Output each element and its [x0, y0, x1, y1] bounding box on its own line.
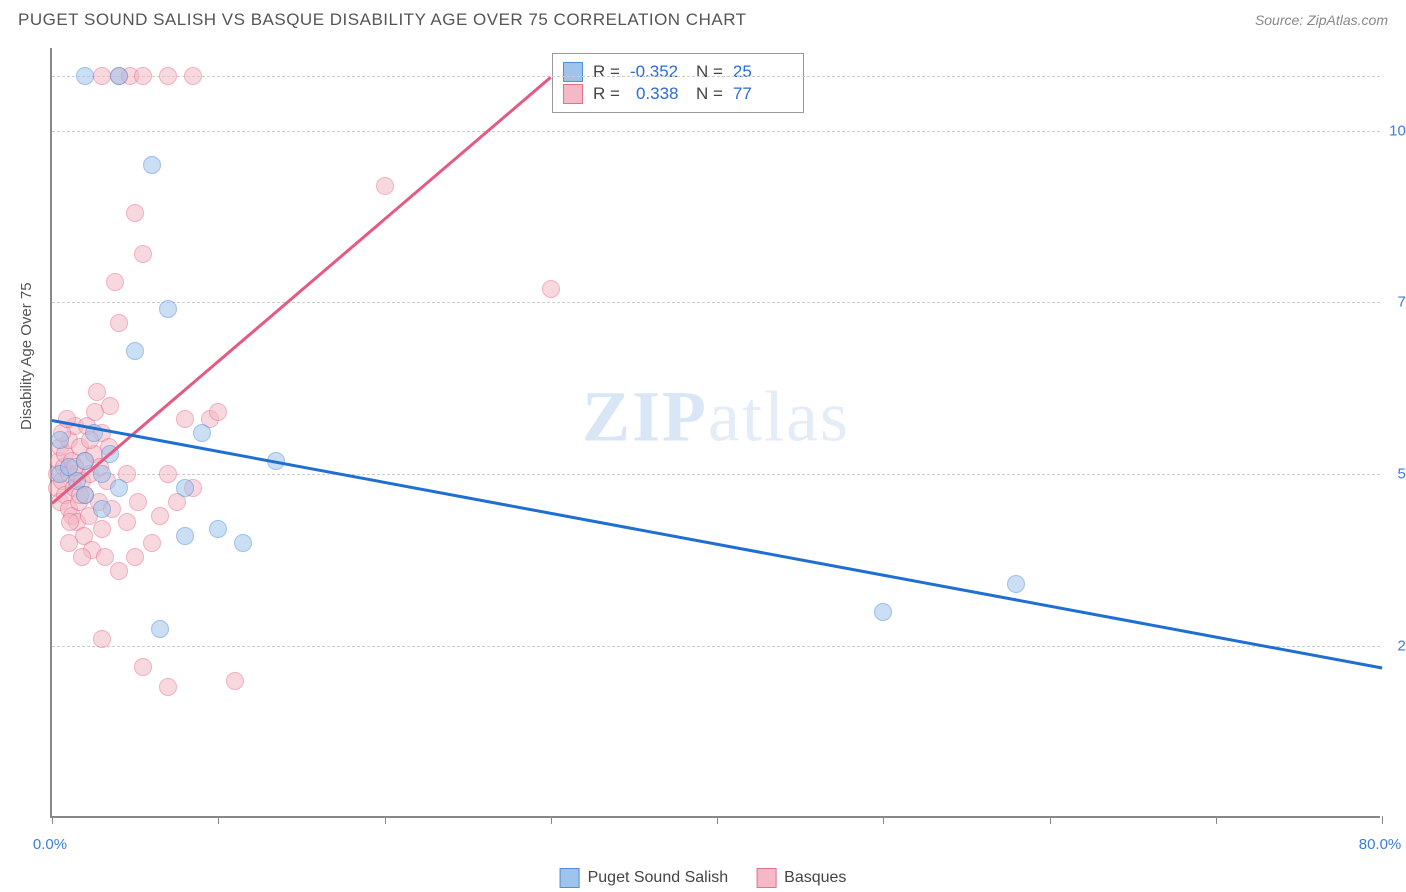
- data-point-salish: [93, 500, 111, 518]
- data-point-basques: [93, 520, 111, 538]
- y-tick-label: 75.0%: [1385, 294, 1406, 311]
- data-point-basques: [126, 204, 144, 222]
- r-label: R =: [593, 84, 620, 104]
- watermark-atlas: atlas: [708, 376, 850, 456]
- swatch-salish: [560, 868, 580, 888]
- n-label: N =: [696, 84, 723, 104]
- x-tick: [883, 816, 884, 824]
- x-tick-label: 80.0%: [1359, 836, 1402, 853]
- y-axis-label: Disability Age Over 75: [18, 282, 35, 430]
- swatch-salish: [563, 62, 583, 82]
- data-point-basques: [93, 67, 111, 85]
- x-tick: [52, 816, 53, 824]
- data-point-salish: [151, 620, 169, 638]
- data-point-basques: [110, 314, 128, 332]
- salish-n-value: 25: [733, 62, 789, 82]
- data-point-basques: [159, 67, 177, 85]
- data-point-basques: [118, 513, 136, 531]
- legend-label-salish: Puget Sound Salish: [588, 869, 729, 887]
- data-point-basques: [151, 507, 169, 525]
- data-point-salish: [193, 424, 211, 442]
- data-point-basques: [542, 280, 560, 298]
- gridline-h: [52, 646, 1380, 647]
- data-point-basques: [184, 67, 202, 85]
- x-tick: [551, 816, 552, 824]
- correlation-stats-box: R = -0.352 N = 25 R = 0.338 N = 77: [552, 53, 804, 113]
- data-point-salish: [110, 479, 128, 497]
- data-point-salish: [234, 534, 252, 552]
- chart-title: PUGET SOUND SALISH VS BASQUE DISABILITY …: [18, 10, 747, 30]
- data-point-basques: [106, 273, 124, 291]
- data-point-salish: [126, 342, 144, 360]
- data-point-basques: [88, 383, 106, 401]
- data-point-salish: [76, 486, 94, 504]
- data-point-salish: [1007, 575, 1025, 593]
- data-point-basques: [209, 403, 227, 421]
- y-tick-label: 100.0%: [1385, 122, 1406, 139]
- gridline-h: [52, 76, 1380, 77]
- y-tick-label: 25.0%: [1385, 638, 1406, 655]
- data-point-basques: [73, 548, 91, 566]
- bottom-legend: Puget Sound Salish Basques: [560, 868, 847, 888]
- x-tick-label: 0.0%: [33, 836, 67, 853]
- plot-area: ZIPatlas R = -0.352 N = 25 R = 0.338 N =…: [50, 48, 1380, 818]
- data-point-salish: [51, 431, 69, 449]
- trend-line-basques: [51, 76, 552, 505]
- x-tick: [1382, 816, 1383, 824]
- data-point-basques: [110, 562, 128, 580]
- n-label: N =: [696, 62, 723, 82]
- data-point-basques: [134, 245, 152, 263]
- data-point-basques: [129, 493, 147, 511]
- r-label: R =: [593, 62, 620, 82]
- gridline-h: [52, 474, 1380, 475]
- data-point-basques: [126, 548, 144, 566]
- x-tick: [1050, 816, 1051, 824]
- data-point-basques: [134, 67, 152, 85]
- basques-n-value: 77: [733, 84, 789, 104]
- legend-item-salish: Puget Sound Salish: [560, 868, 729, 888]
- stats-row-salish: R = -0.352 N = 25: [563, 62, 789, 82]
- data-point-basques: [176, 410, 194, 428]
- data-point-salish: [110, 67, 128, 85]
- data-point-salish: [874, 603, 892, 621]
- data-point-basques: [226, 672, 244, 690]
- data-point-basques: [101, 397, 119, 415]
- swatch-basques: [563, 84, 583, 104]
- legend-item-basques: Basques: [756, 868, 846, 888]
- basques-r-value: 0.338: [630, 84, 686, 104]
- data-point-basques: [134, 658, 152, 676]
- x-tick: [1216, 816, 1217, 824]
- gridline-h: [52, 302, 1380, 303]
- x-tick: [385, 816, 386, 824]
- legend-label-basques: Basques: [784, 869, 846, 887]
- data-point-basques: [61, 513, 79, 531]
- data-point-basques: [376, 177, 394, 195]
- data-point-basques: [143, 534, 161, 552]
- data-point-basques: [159, 678, 177, 696]
- gridline-h: [52, 131, 1380, 132]
- swatch-basques: [756, 868, 776, 888]
- salish-r-value: -0.352: [630, 62, 686, 82]
- data-point-basques: [93, 630, 111, 648]
- watermark: ZIPatlas: [582, 375, 850, 458]
- data-point-salish: [76, 67, 94, 85]
- x-tick: [218, 816, 219, 824]
- data-point-salish: [209, 520, 227, 538]
- data-point-salish: [176, 527, 194, 545]
- y-tick-label: 50.0%: [1385, 466, 1406, 483]
- x-tick: [717, 816, 718, 824]
- data-point-salish: [176, 479, 194, 497]
- watermark-zip: ZIP: [582, 376, 708, 456]
- stats-row-basques: R = 0.338 N = 77: [563, 84, 789, 104]
- data-point-salish: [159, 300, 177, 318]
- data-point-salish: [143, 156, 161, 174]
- data-point-basques: [159, 465, 177, 483]
- source-attribution: Source: ZipAtlas.com: [1255, 12, 1388, 28]
